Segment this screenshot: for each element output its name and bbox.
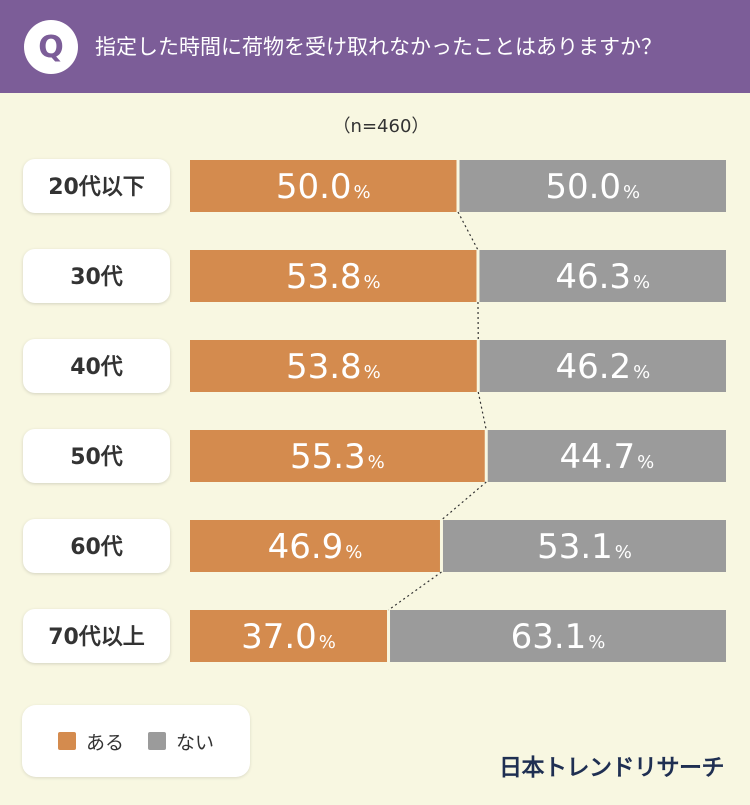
connector-line — [457, 211, 479, 251]
bar-nai — [442, 520, 726, 572]
value-label-aru: 53.8% — [286, 347, 381, 387]
legend-swatch-nai — [148, 732, 167, 750]
bar-nai — [479, 340, 726, 392]
bar-nai — [479, 250, 726, 302]
category-label-box — [23, 519, 170, 573]
value-label-nai: 63.1% — [511, 617, 606, 657]
bar-nai — [390, 610, 726, 662]
legend-item-nai: ない — [148, 728, 214, 755]
bar-aru — [190, 250, 477, 302]
question-header: Q 指定した時間に荷物を受け取れなかったことはありますか？ — [0, 0, 750, 93]
value-label-nai: 53.1% — [537, 527, 632, 567]
value-label-aru: 46.9% — [268, 527, 363, 567]
bar-nai — [487, 430, 726, 482]
category-label: 50代 — [70, 445, 123, 470]
category-label-box — [23, 159, 170, 213]
category-label-box — [23, 249, 170, 303]
value-label-aru: 50.0% — [276, 167, 371, 207]
value-label-aru: 37.0% — [241, 617, 336, 657]
legend: ある ない — [22, 705, 250, 777]
brand-logo: 日本トレンドリサーチ — [499, 755, 725, 781]
category-label: 30代 — [70, 265, 123, 290]
connector-line — [477, 391, 487, 431]
category-label: 20代以下 — [48, 175, 145, 200]
bar-aru — [190, 610, 388, 662]
connector-line — [441, 481, 487, 521]
bar-aru — [190, 340, 477, 392]
legend-swatch-aru — [58, 732, 76, 750]
legend-label-aru: ある — [86, 731, 125, 754]
connector-line — [388, 571, 442, 611]
category-label-box — [23, 339, 170, 393]
category-label: 40代 — [70, 355, 123, 380]
category-label: 70代以上 — [48, 625, 145, 650]
legend-label-nai: ない — [176, 731, 215, 754]
value-label-nai: 50.0% — [545, 167, 640, 207]
q-badge-icon: Q — [24, 20, 78, 74]
value-label-nai: 46.3% — [555, 257, 650, 297]
category-label: 60代 — [70, 535, 123, 560]
question-text: 指定した時間に荷物を受け取れなかったことはありますか？ — [95, 35, 662, 59]
value-label-nai: 44.7% — [559, 437, 654, 477]
bar-aru — [190, 430, 485, 482]
sample-size-note: （n=460） — [332, 116, 430, 137]
value-label-aru: 53.8% — [286, 257, 381, 297]
category-label-box — [23, 609, 170, 663]
category-label-box — [23, 429, 170, 483]
value-label-nai: 46.2% — [555, 347, 650, 387]
bar-aru — [190, 520, 440, 572]
legend-item-aru: ある — [58, 728, 124, 755]
value-label-aru: 55.3% — [290, 437, 385, 477]
bar-nai — [459, 160, 726, 212]
bar-aru — [190, 160, 457, 212]
